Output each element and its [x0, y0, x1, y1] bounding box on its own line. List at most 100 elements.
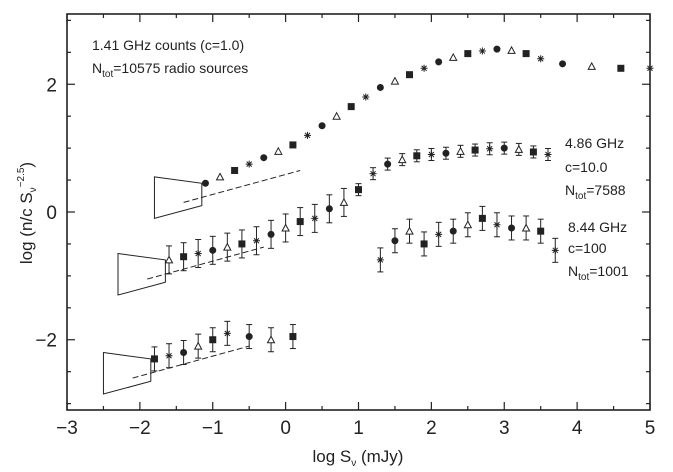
data-point [544, 151, 552, 159]
data-point [551, 246, 559, 254]
data-point [486, 145, 494, 153]
data-point [339, 197, 349, 206]
data-point [493, 45, 501, 53]
data-point [493, 221, 501, 229]
data-point [165, 352, 173, 360]
data-point [471, 146, 479, 154]
data-point [384, 160, 392, 168]
data-point [209, 336, 217, 344]
data-point [507, 45, 516, 54]
data-points [150, 45, 654, 372]
data-point [347, 103, 355, 111]
data-point [289, 141, 297, 149]
data-point [442, 149, 450, 157]
x-tick-labels: −3 −2 −1 0 1 2 3 4 5 [56, 418, 655, 439]
data-point [222, 242, 232, 251]
annotation-844-line1: 8.44 GHz [568, 219, 627, 235]
data-point [500, 144, 508, 152]
model-band [117, 252, 166, 296]
x-tick-label: 2 [426, 418, 437, 439]
data-point [355, 186, 362, 194]
x-tick-label: −2 [129, 418, 151, 439]
data-point [514, 144, 524, 153]
annotation-844-line2: c=100 [568, 240, 607, 256]
data-point [180, 253, 188, 261]
data-point [311, 214, 319, 222]
data-point [449, 227, 457, 235]
data-point [405, 226, 414, 235]
data-point [448, 52, 458, 61]
data-point [391, 237, 399, 245]
model-band [153, 176, 203, 220]
x-tick-label: 3 [499, 418, 510, 439]
model-fit-line [183, 170, 301, 203]
data-point [245, 333, 253, 341]
data-point [413, 152, 421, 160]
data-point [303, 131, 311, 139]
x-tick-label: −3 [56, 418, 78, 439]
data-point [281, 223, 290, 232]
model-band [102, 351, 152, 395]
data-point [164, 255, 174, 264]
data-point [522, 50, 530, 58]
data-point [376, 256, 384, 264]
annotation-141-line1: 1.41 GHz counts (c=1.0) [92, 37, 244, 53]
data-point [252, 237, 260, 245]
model-curves [102, 170, 301, 395]
data-point [267, 230, 275, 238]
data-point [464, 50, 472, 58]
tick-group [66, 14, 651, 410]
annotation-141-line2: Ntot=10575 radio sources [92, 60, 248, 80]
data-point [194, 250, 202, 258]
y-tick-label: −2 [35, 331, 57, 352]
x-tick-label: 1 [353, 418, 364, 439]
data-point [529, 148, 537, 156]
y-tick-labels: −2 0 2 [35, 75, 57, 351]
data-point [215, 172, 225, 181]
data-point [478, 47, 486, 55]
data-point [369, 170, 377, 178]
y-axis-title: log (n/c Sν−2.5) [16, 162, 39, 264]
x-tick-label: 0 [280, 418, 291, 439]
y-tick-label: 0 [46, 203, 57, 224]
data-point [463, 220, 473, 229]
data-point [318, 122, 326, 130]
data-point [150, 355, 158, 363]
data-point [325, 205, 333, 213]
data-point [646, 64, 654, 72]
data-point [617, 64, 625, 72]
data-point [456, 146, 465, 155]
x-tick-label: −1 [202, 418, 224, 439]
data-point [420, 64, 428, 72]
x-tick-label: 5 [645, 418, 656, 439]
data-point [559, 60, 567, 68]
data-point [245, 160, 253, 168]
data-point [238, 240, 246, 248]
data-point [537, 227, 545, 235]
data-point [390, 76, 400, 85]
data-point [296, 218, 304, 226]
data-point [201, 179, 209, 187]
x-axis-title: log Sν (mJy) [313, 447, 404, 469]
data-point [209, 246, 217, 254]
data-point [266, 335, 276, 344]
data-point [587, 61, 597, 70]
data-point [397, 155, 407, 164]
data-point [537, 55, 545, 63]
annotation-486-line1: 4.86 GHz [565, 135, 624, 151]
data-point [420, 240, 428, 248]
data-point [223, 329, 231, 337]
annotation-486-line3: Ntot=7588 [565, 182, 626, 202]
y-tick-label: 2 [46, 75, 57, 96]
data-point [231, 166, 239, 174]
data-point [435, 58, 443, 66]
data-point [406, 71, 414, 79]
data-point [521, 223, 531, 232]
data-point [508, 224, 516, 232]
data-point [260, 154, 268, 162]
data-point [427, 151, 435, 159]
model-fit-line [132, 345, 250, 379]
data-point [289, 333, 297, 341]
data-point [376, 83, 384, 91]
